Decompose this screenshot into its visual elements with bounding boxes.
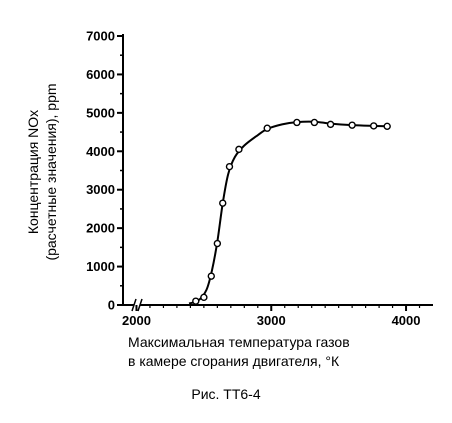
data-point-9 [310, 118, 319, 127]
data-point-7 [263, 124, 271, 132]
x-axis-break-mark-1 [131, 298, 137, 312]
data-point-5 [225, 162, 234, 171]
y-tick-label-6000: 6000 [86, 67, 115, 82]
y-tick-label-1000: 1000 [86, 259, 115, 274]
x-axis-label-line-1: Максимальная температура газов [128, 334, 350, 350]
x-tick-label-4000: 4000 [392, 313, 421, 328]
y-tick-label-2000: 2000 [86, 221, 115, 236]
data-point-0 [192, 297, 200, 305]
data-point-10 [326, 120, 335, 129]
data-point-1 [200, 293, 208, 302]
data-point-2 [207, 272, 215, 280]
axes [122, 34, 433, 312]
x-axis-label-line-2: в камере сгорания двигателя, °К [128, 353, 340, 369]
y-axis-label-line-2: (расчетные значения), ppm [43, 83, 59, 260]
series [188, 118, 391, 305]
y-tick-label-7000: 7000 [86, 29, 115, 44]
x-tick-label-2000: 2000 [122, 313, 151, 328]
y-tick-label-3000: 3000 [86, 182, 115, 197]
data-point-13 [383, 122, 391, 131]
y-tick-label-5000: 5000 [86, 105, 115, 120]
y-tick-label-0: 0 [108, 298, 115, 313]
data-point-6 [235, 145, 243, 154]
data-point-4 [219, 199, 227, 207]
x-axis-break-mark-2 [137, 298, 143, 312]
series-0-line [188, 120, 389, 305]
data-point-8 [293, 118, 301, 127]
data-point-12 [369, 122, 378, 130]
figure-caption: Рис. ТТ6-4 [191, 386, 261, 402]
x-tick-label-3000: 3000 [257, 313, 286, 328]
y-axis-label-line-1: Концентрация NOx [25, 110, 41, 234]
data-point-3 [213, 239, 222, 248]
data-point-11 [348, 121, 356, 129]
y-tick-label-4000: 4000 [86, 144, 115, 159]
ticks: 0 1000 2000 3000 4000 5000 6000 7000 2000 3000 400… [86, 29, 420, 329]
